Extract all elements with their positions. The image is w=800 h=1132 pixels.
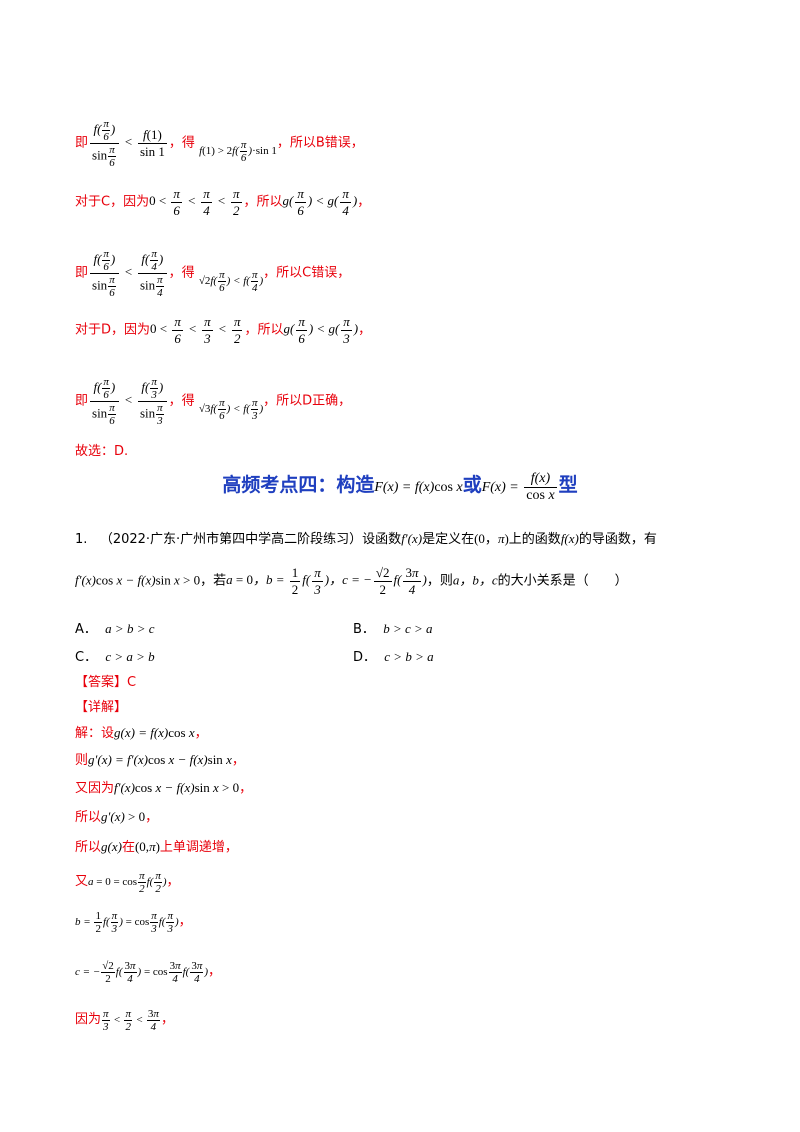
- math-abc-vars: a，b，c: [452, 572, 498, 588]
- math-b-inequality: f(π 6) sin π 6 < f(1) sin 1: [90, 118, 167, 169]
- solution-step-4: 所以g′(x) > 0，: [75, 809, 159, 825]
- math-domain: (0，π): [474, 531, 509, 546]
- heading-formula-quotient: F(x) = f(x) cos x: [481, 471, 557, 504]
- math-d-g-compare: g(π 6) < g(π 3): [283, 314, 359, 346]
- math-abc-defs: a = 0，b = 1 2 f(π 3)，c = − √2 2 f(3π 4): [226, 565, 427, 597]
- solution-step-1: 解：设g(x) = f(x)cos x，: [75, 725, 208, 741]
- solution-step-a: 又a = 0 = cos π 2 f(π 2)，: [75, 870, 180, 895]
- question-stem-line-1: 1. （2022·广东·广州市第四中学高二阶段练习）设函数f′(x)是定义在(0…: [75, 531, 657, 547]
- option-b-conclusion-line: 即 f(π 6) sin π 6 < f(1) sin 1 ，得 f(1) > 2f(π 6)·…: [75, 118, 364, 169]
- solution-step-5: 所以g(x)在(0,π)上单调递增，: [75, 839, 238, 855]
- solution-step-2: 则g′(x) = f′(x)cos x − f(x)sin x，: [75, 752, 245, 768]
- math-condition: f′(x)cos x − f(x)sin x > 0: [75, 572, 201, 588]
- final-choice: 故选：D.: [75, 444, 129, 459]
- solution-step-b: b = 1 2 f(π 3) = cos π 3 f(π 3)，: [75, 910, 192, 935]
- math-d-inequality: f(π 6) sin π 6 < f(π 3) sin π 3: [88, 376, 169, 427]
- option-d[interactable]: D． c > b > a: [353, 649, 434, 665]
- math-c-g-compare: g(π 6) < g(π 4): [282, 186, 358, 218]
- heading-formula-product: F(x) = f(x)cos x: [374, 480, 463, 495]
- answer-label: 【答案】C: [75, 675, 137, 690]
- solution-step-c: c = − √2 2 f(3π 4) = cos 3π 4 f(3π 4)，: [75, 960, 222, 985]
- option-b[interactable]: B． b > c > a: [353, 621, 433, 637]
- math-b-result: f(1) > 2f(π 6)·sin 1: [199, 139, 277, 165]
- option-c-conclusion-line: 即 f(π 6) sin π 6 < f(π 4) sin π 4 ，得 √2f(π 6) < f(π…: [75, 248, 351, 299]
- math-derivative: f′(x): [401, 531, 423, 546]
- option-d-conclusion-line: 即 f(π 6) sin π 6 < f(π 3) sin π 3 ，得 √3f(π 6) < f(π…: [75, 376, 352, 427]
- section-heading: 高频考点四：构造F(x) = f(x)cos x或F(x) = f(x) cos …: [222, 471, 578, 504]
- option-c[interactable]: C． c > a > b: [75, 649, 155, 665]
- math-d-result: √3f(π 6) < f(π 3): [198, 397, 264, 423]
- math-c-inequality: f(π 6) sin π 6 < f(π 4) sin π 4: [88, 248, 169, 299]
- math-function: f(x): [560, 531, 579, 546]
- solution-step-3: 又因为f′(x)cos x − f(x)sin x > 0，: [75, 780, 253, 796]
- math-c-result: √2f(π 6) < f(π 4): [198, 269, 264, 295]
- detail-label: 【详解】: [75, 700, 128, 715]
- option-a[interactable]: A． a > b > c: [75, 621, 155, 637]
